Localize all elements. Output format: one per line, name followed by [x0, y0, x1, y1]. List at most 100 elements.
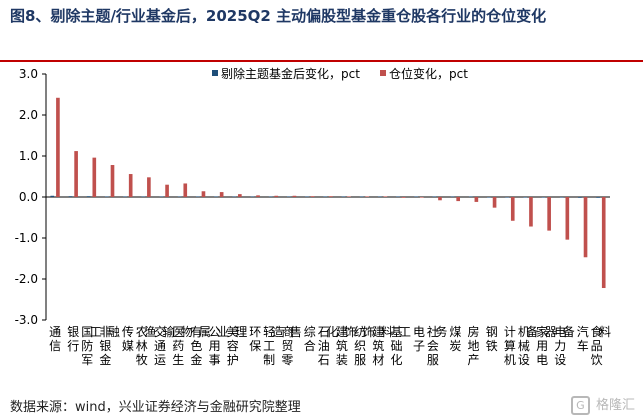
x-tick-label-char: 饰 [363, 325, 375, 339]
x-tick-label-char: 银 [99, 339, 111, 353]
x-tick-label: 煤炭 [449, 325, 461, 353]
chart-axes: 3.0 2.0 1.0 0.0 -1.0 -2.0 -3.0 [15, 67, 610, 327]
bar-excl-theme-2 [86, 196, 91, 197]
bar-excl-theme-5 [141, 196, 146, 197]
bar-position-change-11 [256, 195, 260, 197]
bar-position-change-8 [201, 191, 206, 197]
x-tick-label-char: 电 [413, 325, 425, 339]
x-tick-label-char: 食 [591, 324, 603, 339]
chart-title: 图8、剔除主题/行业基金后，2025Q2 主动偏股型基金重仓股各行业的仓位变化 [10, 7, 547, 25]
x-tick-label: 传媒 [122, 324, 134, 353]
x-tick-label-char: 医 [172, 325, 184, 339]
x-tick-label-char: 护 [227, 353, 239, 367]
bar-position-change-22 [456, 197, 460, 202]
bar-excl-theme-12 [268, 196, 273, 197]
bar-excl-theme-21 [432, 196, 437, 197]
x-tick-label-char: 通 [154, 339, 166, 353]
x-tick-label-char: 子 [413, 339, 425, 353]
x-tick-label: 钢铁 [486, 325, 498, 353]
bar-position-change-23 [474, 197, 479, 202]
bar-position-change-15 [329, 196, 333, 197]
x-tick-label-char: 金 [190, 352, 202, 367]
x-tick-label-char: 理 [235, 325, 247, 339]
bar-position-change-28 [565, 197, 570, 240]
bar-excl-theme-7 [177, 196, 182, 197]
bar-position-change-27 [547, 197, 551, 231]
x-tick-label-char: 合 [304, 338, 316, 353]
bar-excl-theme-25 [505, 197, 509, 198]
bar-position-change-26 [529, 197, 533, 227]
x-tick-label-char: 售 [290, 324, 302, 339]
x-tick-label-char: 融 [108, 325, 120, 339]
bar-position-change-10 [238, 194, 242, 197]
bar-position-change-2 [92, 157, 97, 197]
bar-excl-theme-24 [487, 197, 491, 198]
x-tick-label-char: 筑 [336, 338, 348, 353]
y-tick-label: 2.0 [19, 108, 38, 122]
y-tick-label: 1.0 [19, 149, 38, 163]
x-tick-label-char: 备 [563, 325, 575, 339]
bar-position-change-30 [601, 197, 606, 289]
bar-excl-theme-26 [523, 197, 528, 198]
x-tick-label-char: 础 [391, 339, 403, 353]
x-tick-label: 汽车 [577, 324, 589, 353]
bar-excl-theme-29 [578, 197, 582, 198]
x-tick-label-char: 设 [518, 353, 530, 367]
x-tick-label-char: 通 [49, 325, 61, 339]
bar-excl-theme-8 [196, 196, 200, 197]
x-tick-label-char: 服 [354, 353, 366, 367]
title-divider [0, 60, 643, 62]
data-source-note: 数据来源：wind，兴业证券经济与金融研究院整理 [10, 400, 301, 415]
x-tick-label-char: 车 [577, 338, 589, 353]
y-tick-label: -2.0 [15, 272, 38, 286]
y-tick-label: 3.0 [19, 67, 38, 81]
x-tick-label-char: 器 [545, 325, 557, 339]
bar-position-change-6 [165, 184, 169, 197]
bar-excl-theme-18 [377, 196, 382, 197]
x-tick-label-char: 械 [518, 338, 530, 353]
x-tick-label-char: 造 [272, 325, 284, 339]
x-tick-label-char: 用 [536, 339, 548, 353]
x-tick-label-char: 饰 [344, 325, 356, 339]
x-tick-label-char: 机 [518, 325, 530, 339]
bar-excl-theme-1 [68, 196, 73, 197]
x-tick-label-char: 渔 [144, 325, 156, 339]
bar-position-change-17 [365, 196, 370, 197]
x-tick-label-char: 石 [318, 353, 330, 367]
x-tick-label-char: 工 [90, 325, 102, 339]
x-tick-label-char: 品 [591, 339, 603, 353]
bar-position-change-0 [56, 97, 60, 197]
bar-excl-theme-3 [105, 196, 109, 197]
x-tick-label-char: 电 [536, 353, 548, 367]
x-tick-label-char: 轻 [263, 325, 275, 339]
x-tick-label-char: 力 [554, 339, 566, 353]
bar-position-change-16 [347, 196, 351, 197]
x-tick-label-char: 美 [227, 325, 239, 339]
x-tick-label: 房地产 [468, 324, 480, 367]
bar-position-change-12 [274, 195, 279, 197]
legend-swatch-1 [380, 70, 386, 76]
bar-excl-theme-0 [50, 195, 55, 197]
x-tick-label: 计算机 [504, 325, 516, 367]
bar-excl-theme-28 [559, 197, 564, 198]
bar-excl-theme-4 [123, 196, 127, 197]
bar-excl-theme-13 [286, 196, 291, 197]
x-tick-label-char: 筑 [372, 338, 384, 353]
chart-legend: 剔除主题基金后变化，pct 仓位变化，pct [212, 66, 468, 81]
x-tick-label-char: 银 [67, 325, 79, 339]
y-tick-label: -3.0 [15, 313, 38, 327]
x-tick-label-char: 林 [136, 339, 148, 353]
x-tick-label: 银行 [67, 325, 79, 353]
x-tick-label-char: 油 [318, 339, 330, 353]
x-tick-label-char: 纺 [354, 325, 366, 339]
x-tick-label-char: 工 [263, 339, 275, 353]
legend-label-0: 剔除主题基金后变化，pct [221, 66, 360, 81]
